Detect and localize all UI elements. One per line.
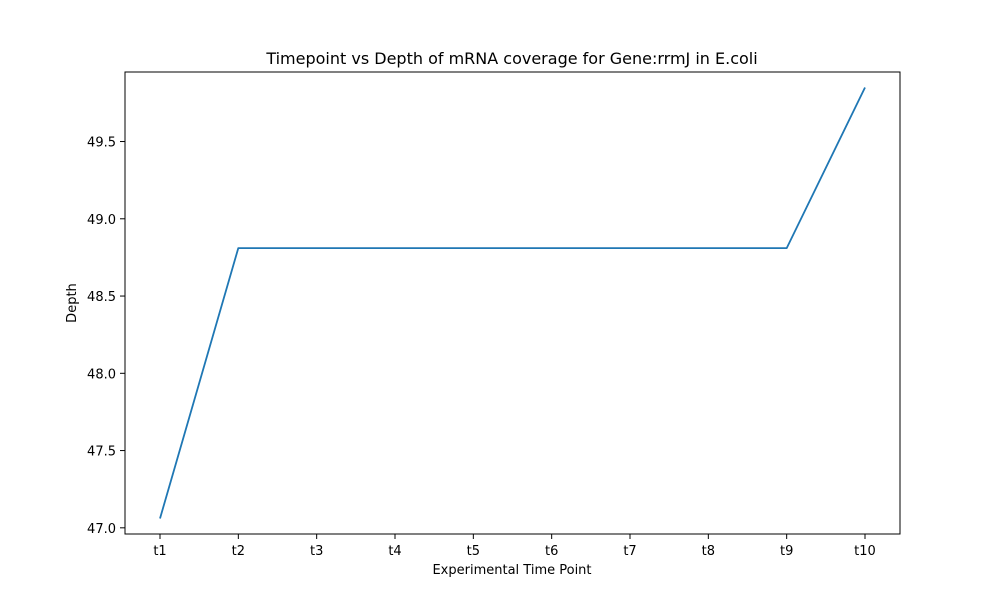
x-tick-label: t3 xyxy=(310,544,323,559)
x-tick-label: t9 xyxy=(780,544,793,559)
x-axis-ticks: t1 t2 t3 t4 t5 t6 t7 t8 t9 t10 xyxy=(153,534,876,559)
y-tick-label: 48.5 xyxy=(87,290,116,305)
y-tick-label: 49.0 xyxy=(87,213,116,228)
x-tick-label: t7 xyxy=(623,544,636,559)
x-tick-label: t1 xyxy=(153,544,166,559)
y-tick-label: 47.0 xyxy=(87,522,116,537)
x-tick-label: t4 xyxy=(388,544,401,559)
series-line xyxy=(159,87,866,519)
x-tick-label: t6 xyxy=(545,544,558,559)
x-tick-label: t10 xyxy=(854,544,876,559)
x-tick-label: t8 xyxy=(702,544,715,559)
y-tick-label: 48.0 xyxy=(87,367,116,382)
x-tick-label: t2 xyxy=(232,544,245,559)
series-layer xyxy=(159,87,866,519)
y-axis-ticks: 47.0 47.5 48.0 48.5 49.0 49.5 xyxy=(87,136,125,537)
y-tick-label: 49.5 xyxy=(87,136,116,151)
chart-title: Timepoint vs Depth of mRNA coverage for … xyxy=(265,49,757,68)
plot-area-frame xyxy=(124,71,901,535)
x-tick-label: t5 xyxy=(467,544,480,559)
y-axis-label: Depth xyxy=(65,283,80,323)
y-tick-label: 47.5 xyxy=(87,445,116,460)
x-axis-label: Experimental Time Point xyxy=(432,563,591,578)
